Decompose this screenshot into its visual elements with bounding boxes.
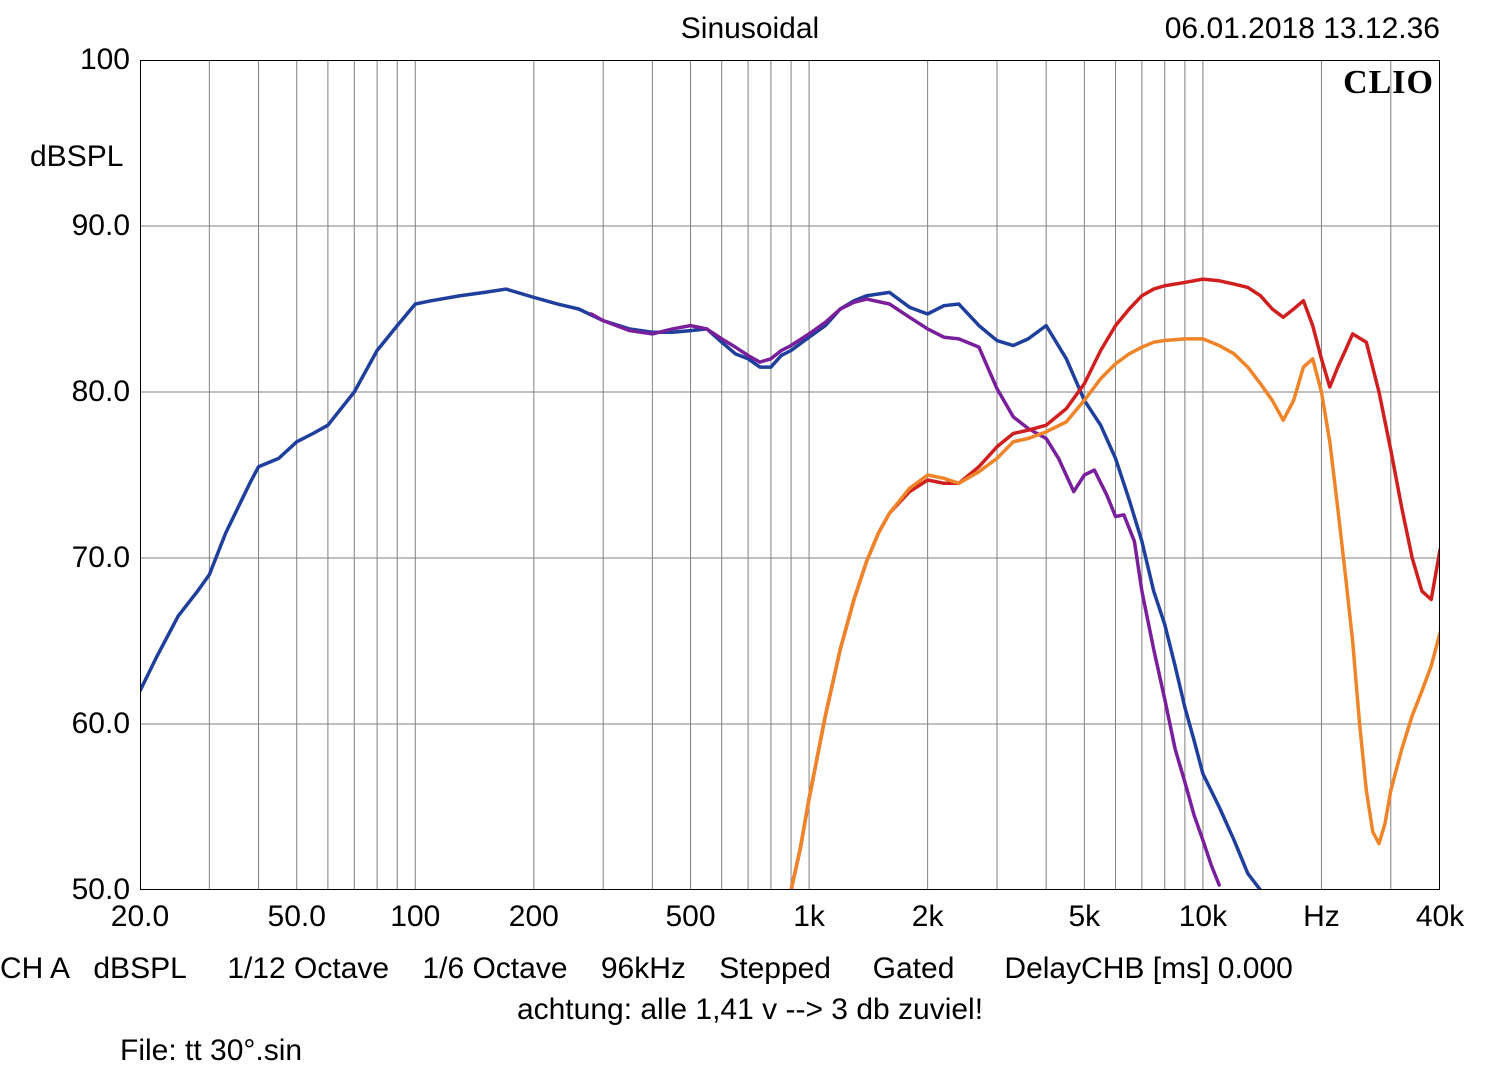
clio-watermark: CLIO: [1343, 64, 1434, 102]
x-tick-label: 50.0: [268, 900, 326, 934]
footer-line-2: achtung: alle 1,41 v --> 3 db zuviel!: [0, 993, 1500, 1027]
footer-line-3: File: tt 30°.sin: [120, 1034, 302, 1068]
x-tick-label: 40k: [1416, 900, 1464, 934]
x-tick-label: 1k: [793, 900, 825, 934]
x-tick-label: 5k: [1069, 900, 1101, 934]
x-tick-label: 100: [390, 900, 440, 934]
plot-area: CLIO: [140, 60, 1440, 890]
x-tick-label: 200: [509, 900, 559, 934]
chart-title: Sinusoidal: [681, 12, 819, 46]
chart-svg: [140, 60, 1440, 890]
x-tick-label: 20.0: [111, 900, 169, 934]
y-axis-label: dBSPL: [30, 140, 123, 174]
y-tick-label: 90.0: [10, 209, 130, 243]
x-tick-label: Hz: [1303, 900, 1340, 934]
x-tick-label: 10k: [1179, 900, 1227, 934]
y-tick-label: 70.0: [10, 541, 130, 575]
x-tick-label: 2k: [912, 900, 944, 934]
y-tick-label: 60.0: [10, 707, 130, 741]
footer-line-1: CH A dBSPL 1/12 Octave 1/6 Octave 96kHz …: [0, 952, 1500, 986]
y-tick-label: 80.0: [10, 375, 130, 409]
page: Sinusoidal 06.01.2018 13.12.36 dBSPL 50.…: [0, 0, 1500, 1086]
x-tick-label: 500: [666, 900, 716, 934]
chart-header: Sinusoidal 06.01.2018 13.12.36: [0, 12, 1500, 52]
chart-datetime: 06.01.2018 13.12.36: [1165, 12, 1440, 46]
y-tick-label: 100: [10, 43, 130, 77]
